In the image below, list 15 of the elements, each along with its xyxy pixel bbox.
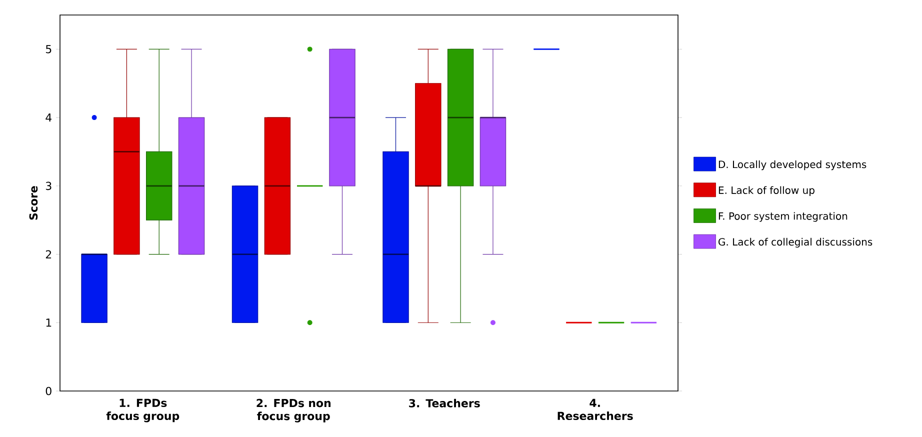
legend-label: D. Locally developed systems [718, 160, 866, 170]
legend-label: G. Lack of collegial discussions [718, 238, 872, 248]
x-tick-label: 4. Researchers [558, 398, 633, 420]
legend-label: F. Poor system integration [718, 212, 848, 222]
y-tick-label: 3 [46, 182, 52, 190]
x-tick-label: 1. FPDs focus group [106, 398, 180, 422]
legend-label: E. Lack of follow up [718, 186, 814, 196]
x-tick-label: 2. FPDs non focus group [256, 398, 330, 422]
y-tick-label: 1 [46, 318, 52, 327]
x-tick-label: 3. Teachers [409, 398, 480, 408]
y-tick-label: 5 [46, 45, 52, 54]
y-tick-label: 0 [46, 386, 52, 396]
y-tick-label: 4 [46, 114, 52, 122]
y-axis-title: Score [29, 186, 38, 220]
y-tick-label: 2 [46, 250, 52, 258]
